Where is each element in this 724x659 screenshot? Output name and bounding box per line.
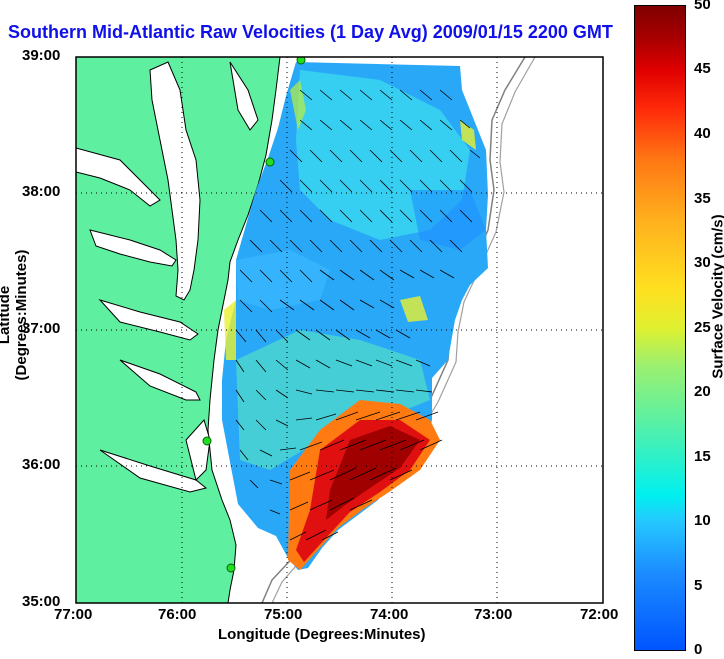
map-grid	[76, 57, 603, 603]
colorbar-tick: 0	[694, 641, 703, 658]
colorbar-tick: 5	[694, 577, 703, 594]
y-tick-label: 37:00	[22, 320, 61, 337]
x-tick-label: 77:00	[54, 606, 93, 623]
velocity-map	[75, 56, 604, 604]
colorbar	[634, 5, 686, 651]
colorbar-tick: 10	[694, 512, 711, 529]
station-markers	[202, 57, 306, 573]
colorbar-tick: 40	[694, 125, 711, 142]
x-tick-label: 74:00	[370, 606, 409, 623]
colorbar-tick: 50	[694, 0, 711, 13]
colorbar-tick: 20	[694, 383, 711, 400]
colorbar-label: Surface Velocity (cm/s)	[709, 214, 724, 379]
y-tick-label: 38:00	[22, 183, 61, 200]
colorbar-tick: 30	[694, 254, 711, 271]
x-tick-label: 73:00	[474, 606, 513, 623]
page-title: Southern Mid-Atlantic Raw Velocities (1 …	[8, 22, 613, 42]
colorbar-tick: 35	[694, 190, 711, 207]
colorbar-tick: 45	[694, 60, 711, 77]
colorbar-tick: 25	[694, 319, 711, 336]
y-tick-label: 39:00	[22, 47, 61, 64]
x-tick-label: 75:00	[264, 606, 303, 623]
x-tick-label: 72:00	[580, 606, 619, 623]
chesapeake-bay	[149, 61, 201, 301]
x-tick-label: 76:00	[158, 606, 197, 623]
y-tick-label: 36:00	[22, 456, 61, 473]
y-axis-label: Latitude (Degrees:Minutes)	[0, 249, 30, 381]
x-axis-label: Longitude (Degrees:Minutes)	[218, 626, 426, 643]
y-tick-label: 35:00	[22, 593, 61, 610]
colorbar-tick: 15	[694, 448, 711, 465]
velocity-vectors	[235, 89, 481, 541]
